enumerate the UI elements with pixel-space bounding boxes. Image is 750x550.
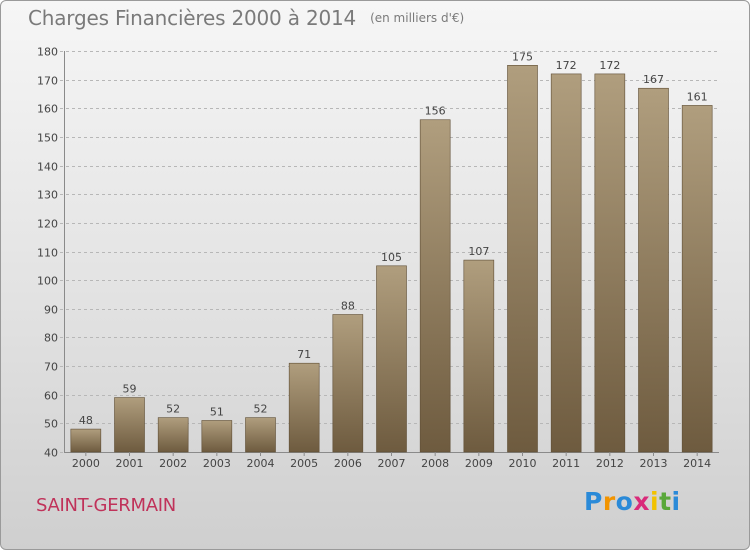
- bar: [70, 428, 102, 453]
- x-tick-label: 2008: [421, 457, 449, 470]
- x-tick-label: 2004: [247, 457, 275, 470]
- brand-logo-letter: i: [650, 487, 660, 516]
- x-tick-label: 2003: [203, 457, 231, 470]
- bar: [463, 259, 495, 453]
- bar-value-label: 51: [210, 405, 224, 418]
- bar: [507, 65, 538, 453]
- y-tick-label: 150: [37, 132, 58, 145]
- bar-value-label: 52: [254, 403, 268, 416]
- brand-logo-letter: o: [615, 487, 634, 516]
- y-tick-label: 40: [44, 447, 58, 460]
- bar: [157, 417, 189, 453]
- x-tick-label: 2009: [465, 457, 493, 470]
- bar-value-label: 167: [643, 73, 664, 86]
- bar-value-label: 88: [341, 300, 355, 313]
- y-tick-label: 60: [44, 390, 58, 403]
- y-tick-label: 130: [37, 189, 58, 202]
- bar: [550, 73, 582, 453]
- x-tick-label: 2013: [640, 457, 668, 470]
- x-tick-label: 2005: [290, 457, 318, 470]
- x-tick-label: 2001: [116, 457, 144, 470]
- bar: [419, 119, 451, 453]
- bar-value-label: 105: [381, 251, 402, 264]
- y-tick-label: 180: [37, 46, 58, 59]
- bar-value-label: 48: [79, 414, 93, 427]
- chart-title: Charges Financières 2000 à 2014: [28, 6, 357, 30]
- chart-unit: (en milliers d'€): [370, 11, 465, 25]
- bar: [332, 314, 364, 453]
- bar-value-label: 156: [425, 105, 446, 118]
- y-tick-label: 90: [44, 304, 58, 317]
- y-tick-label: 80: [44, 332, 58, 345]
- commune-name: SAINT-GERMAIN: [36, 495, 176, 516]
- bar: [245, 417, 276, 453]
- x-tick-label: 2007: [378, 457, 406, 470]
- y-tick-label: 100: [37, 275, 58, 288]
- y-tick-label: 170: [37, 75, 58, 88]
- x-tick-label: 2012: [596, 457, 624, 470]
- y-tick-label: 160: [37, 103, 58, 116]
- brand-logo-letter: i: [671, 487, 681, 516]
- bar: [114, 397, 145, 453]
- bar: [201, 420, 233, 453]
- brand-logo-letter: x: [633, 487, 650, 516]
- bar: [681, 105, 713, 453]
- brand-logo-letter: t: [659, 487, 672, 516]
- x-tick-label: 2011: [552, 457, 580, 470]
- bar: [638, 87, 669, 453]
- bar-value-label: 172: [556, 59, 577, 72]
- brand-logo-letter: r: [602, 487, 616, 516]
- x-tick-label: 2014: [683, 457, 711, 470]
- x-tick-label: 2000: [72, 457, 100, 470]
- bar-value-label: 172: [599, 59, 620, 72]
- chart-title-block: Charges Financières 2000 à 2014 (en milli…: [28, 6, 464, 30]
- bar-value-label: 175: [512, 50, 533, 63]
- y-tick-label: 140: [37, 161, 58, 174]
- y-tick-label: 110: [37, 247, 58, 260]
- bar-value-label: 59: [123, 383, 137, 396]
- x-tick-label: 2006: [334, 457, 362, 470]
- bar: [288, 362, 320, 453]
- bar: [376, 265, 407, 453]
- bar-value-label: 71: [297, 348, 311, 361]
- bar: [594, 73, 626, 453]
- y-tick-label: 70: [44, 361, 58, 374]
- y-tick-label: 120: [37, 218, 58, 231]
- bar-value-label: 52: [166, 403, 180, 416]
- x-tick-label: 2010: [509, 457, 537, 470]
- bar-value-label: 107: [468, 245, 489, 258]
- bar-value-label: 161: [687, 90, 708, 103]
- x-tick-label: 2002: [159, 457, 187, 470]
- brand-logo-letter: P: [584, 487, 603, 516]
- y-tick-label: 50: [44, 418, 58, 431]
- brand-logo: Proxiti: [584, 487, 681, 516]
